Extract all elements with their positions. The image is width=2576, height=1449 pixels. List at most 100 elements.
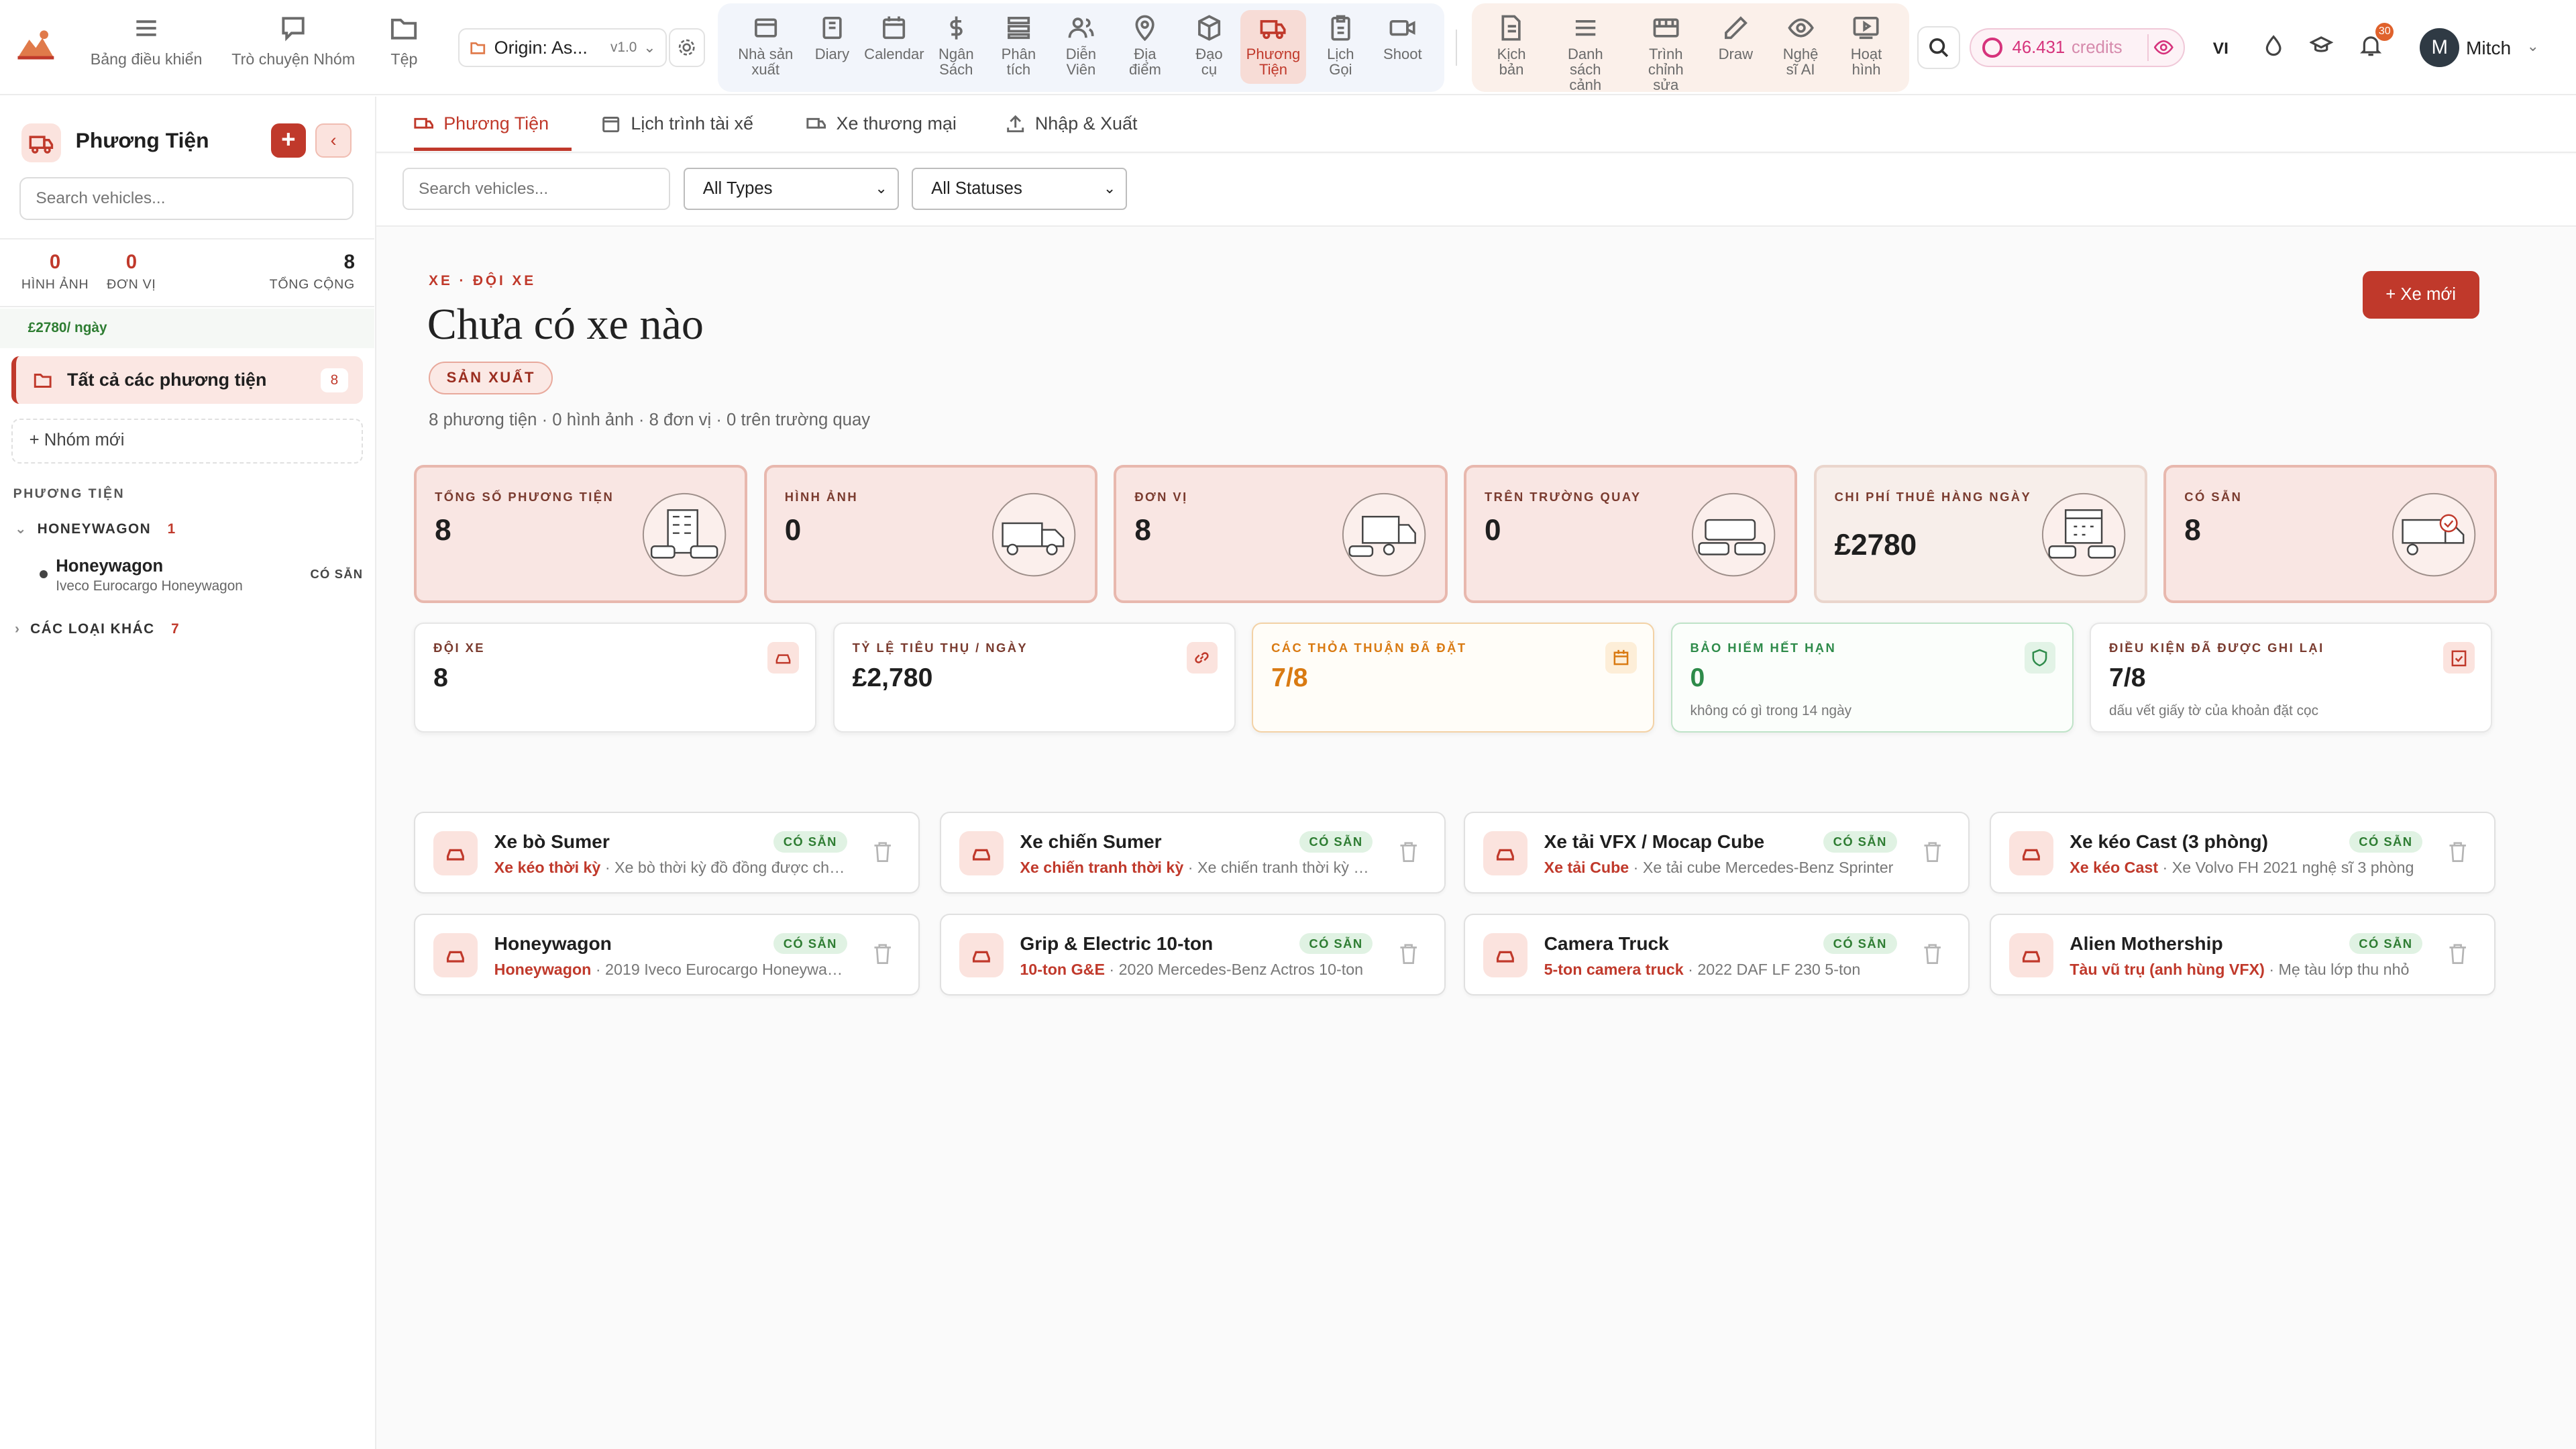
list-icon (1575, 19, 1595, 36)
chevron-down-icon: ⌄ (1103, 179, 1116, 197)
graduation-cap-icon[interactable] (2310, 34, 2333, 57)
module-diary[interactable]: Diary (815, 15, 849, 62)
module-calendar[interactable]: Calendar (864, 15, 924, 62)
divider (1455, 30, 1458, 66)
trash-icon[interactable] (873, 943, 892, 965)
vehicle-card-description: Xe chiến tranh thời kỳ cổ đại (1197, 859, 1373, 877)
kpi-insurance-expiry[interactable]: BẢO HIỂM HẾT HẠN 0 không có gì trong 14 … (1670, 623, 2074, 733)
module-props[interactable]: Đạo cụ (1191, 15, 1228, 77)
vehicle-card-name: Xe kéo Cast (3 phòng) (2070, 830, 2268, 852)
collapse-sidebar-button[interactable]: ‹ (315, 123, 352, 158)
truck-icon (21, 123, 61, 163)
stat-card-available[interactable]: CÓ SẴN 8 (2163, 465, 2498, 603)
vehicle-card-meta: Xe kéo Cast · Xe Volvo FH 2021 nghệ sĩ 3… (2070, 859, 2423, 877)
module-cast[interactable]: Diễn Viên (1061, 15, 1101, 77)
tool-label: Kịch bản (1497, 45, 1526, 78)
kpi-label: ĐIỀU KIỆN ĐÃ ĐƯỢC GHI LẠI (2109, 640, 2324, 655)
script-icon (1501, 15, 1521, 41)
droplet-icon[interactable] (2262, 34, 2285, 57)
global-search-button[interactable] (1917, 26, 1960, 69)
vehicle-card[interactable]: Xe chiến Sumer CÓ SẴN Xe chiến tranh thời … (939, 811, 1446, 894)
chevron-down-icon[interactable]: ⌄ (2526, 38, 2540, 55)
trash-icon[interactable] (2448, 841, 2467, 863)
folder-icon (470, 42, 486, 54)
tab-commercial-vehicles[interactable]: Xe thương mại (806, 113, 957, 134)
vehicle-card[interactable]: Xe tải VFX / Mocap Cube CÓ SẴN Xe tải Cube… (1464, 811, 1970, 894)
tab-vehicles[interactable]: Phương Tiện (414, 113, 549, 134)
vehicle-card-description: Mẹ tàu lớp thu nhỏ (2278, 961, 2410, 979)
producer-icon (754, 18, 777, 38)
car-icon (767, 642, 799, 674)
vehicle-card[interactable]: Alien Mothership CÓ SẴN Tàu vũ trụ (anh hù… (1989, 913, 2496, 996)
stat-card-total-vehicles[interactable]: TỔNG SỐ PHƯƠNG TIỆN 8 (414, 465, 748, 603)
module-breakdown[interactable]: Phân tích (999, 15, 1038, 77)
trash-icon[interactable] (1923, 943, 1942, 965)
group-honeywagon[interactable]: ⌄ HONEYWAGON 1 (15, 521, 176, 537)
stat-card-images[interactable]: HÌNH ẢNH 0 (763, 465, 1097, 603)
vehicle-card-description: Xe bò thời kỳ đồ đồng được chạm khắc (614, 859, 848, 877)
vehicle-search-input[interactable] (402, 167, 671, 211)
tool-editor[interactable]: Trình chỉnh sửa (1643, 15, 1689, 93)
module-budget[interactable]: Ngân Sách (936, 15, 976, 77)
module-shoot[interactable]: Shoot (1383, 15, 1422, 62)
nav-files[interactable]: Tệp (389, 13, 419, 68)
credits-value: 46.431 (2012, 38, 2065, 57)
tool-script[interactable]: Kịch bản (1495, 15, 1528, 77)
tool-draw[interactable]: Draw (1719, 15, 1753, 62)
user-name[interactable]: Mitch (2465, 38, 2512, 59)
vehicle-card[interactable]: Grip & Electric 10-ton CÓ SẴN 10-ton G&E ·… (939, 913, 1446, 996)
trash-icon[interactable] (1399, 943, 1418, 965)
stat-card-on-set[interactable]: TRÊN TRƯỜNG QUAY 0 (1464, 465, 1798, 603)
credits-pill[interactable]: 46.431 credits (1970, 28, 2186, 68)
stat-images: 0 HÌNH ẢNH (21, 251, 89, 292)
eye-icon[interactable] (2147, 34, 2174, 61)
tool-animation[interactable]: Hoạt hình (1848, 15, 1884, 77)
sidebar-search-input[interactable] (19, 177, 354, 221)
module-producer[interactable]: Nhà sản xuất (736, 15, 795, 77)
kpi-value: 8 (433, 663, 448, 692)
project-settings-button[interactable] (668, 28, 705, 68)
trash-icon[interactable] (1923, 841, 1942, 863)
status-badge: CÓ SẴN (2349, 830, 2423, 853)
module-label: Phương Tiện (1246, 45, 1301, 78)
add-vehicle-button[interactable]: + (271, 123, 306, 158)
tool-ai-artist[interactable]: Nghệ sĩ AI (1781, 15, 1821, 77)
nav-team-chat[interactable]: Trò chuyện Nhóm (231, 13, 355, 68)
stat-card-units[interactable]: ĐƠN VỊ 8 (1114, 465, 1448, 603)
kpi-booked-agreements[interactable]: CÁC THỎA THUẬN ĐÃ ĐẶT 7/8 (1252, 623, 1655, 733)
vehicle-card[interactable]: Xe kéo Cast (3 phòng) CÓ SẴN Xe kéo Cast ·… (1989, 811, 2496, 894)
tab-driver-schedule[interactable]: Lịch trình tài xế (601, 113, 753, 134)
type-filter-select[interactable]: All Types ⌄ (683, 167, 899, 211)
vehicle-card[interactable]: Honeywagon CÓ SẴN Honeywagon · 2019 Iveco … (414, 913, 920, 996)
trash-icon[interactable] (2448, 943, 2467, 965)
module-call-sheet[interactable]: Lịch Gọi (1324, 15, 1357, 77)
kpi-conditions-recorded[interactable]: ĐIỀU KIỆN ĐÃ ĐƯỢC GHI LẠI 7/8 dấu vết gi… (2090, 623, 2493, 733)
trash-icon[interactable] (873, 841, 892, 863)
vehicle-card[interactable]: Xe bò Sumer CÓ SẴN Xe kéo thời kỳ · Xe bò … (414, 811, 920, 894)
tool-shot-list[interactable]: Danh sách cảnh (1564, 15, 1607, 93)
stat-card-daily-rental-cost[interactable]: CHI PHÍ THUÊ HÀNG NGÀY £2780 (1813, 465, 2147, 603)
truck-check-illustration-icon (2392, 493, 2476, 577)
all-vehicles-item[interactable]: Tất cả các phương tiện 8 (11, 356, 364, 405)
tab-label: Nhập & Xuất (1034, 113, 1138, 133)
tab-import-export[interactable]: Nhập & Xuất (1006, 113, 1138, 134)
new-group-button[interactable]: + Nhóm mới (11, 419, 364, 464)
module-locations[interactable]: Địa điểm (1126, 15, 1165, 77)
app-logo-icon[interactable] (16, 28, 56, 61)
new-vehicle-button[interactable]: + Xe mới (2362, 271, 2479, 319)
module-vehicles[interactable]: Phương Tiện (1240, 9, 1306, 84)
project-selector[interactable]: Origin: As... v1.0 ⌄ (458, 28, 667, 68)
status-filter-select[interactable]: All Statuses ⌄ (912, 167, 1127, 211)
group-other-types[interactable]: › CÁC LOẠI KHÁC 7 (15, 621, 180, 637)
trash-icon[interactable] (1399, 841, 1418, 863)
car-icon (2008, 932, 2053, 977)
avatar[interactable]: M (2420, 28, 2460, 68)
nav-dashboard[interactable]: Bảng điều khiển (91, 13, 202, 68)
kpi-consumption-rate[interactable]: TỶ LỆ TIÊU THỤ / NGÀY £2,780 (833, 623, 1236, 733)
language-switcher[interactable]: VI (2212, 39, 2229, 58)
bell-icon[interactable] (2359, 34, 2382, 57)
car-icon (959, 932, 1004, 977)
vehicle-card[interactable]: Camera Truck CÓ SẴN 5-ton camera truck · 2… (1464, 913, 1970, 996)
search-icon (1929, 38, 1949, 58)
kpi-fleet[interactable]: ĐỘI XE 8 (414, 623, 817, 733)
